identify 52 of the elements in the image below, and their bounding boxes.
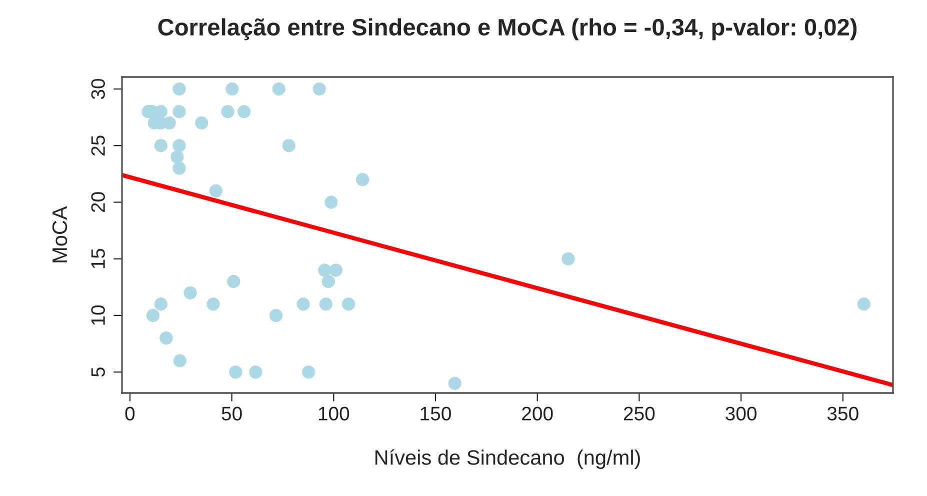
point bbox=[249, 365, 262, 379]
point bbox=[448, 376, 462, 390]
x-tick-label: 0 bbox=[125, 406, 135, 420]
chart-title: Correlação entre Sindecano e MoCA (rho = -0,34, p-valor: 0,02) bbox=[158, 18, 857, 40]
point bbox=[170, 150, 184, 164]
point bbox=[857, 298, 870, 311]
x-tick-label: 50 bbox=[222, 406, 242, 420]
point bbox=[324, 196, 338, 209]
point bbox=[209, 184, 222, 198]
point bbox=[184, 286, 197, 300]
x-tick-label: 200 bbox=[522, 406, 553, 420]
point bbox=[221, 105, 234, 118]
y-axis-title: MoCA bbox=[52, 206, 68, 262]
point bbox=[329, 264, 342, 277]
x-tick-label: 150 bbox=[420, 406, 451, 420]
point bbox=[173, 354, 186, 368]
point bbox=[172, 82, 186, 96]
y-tick-label: 20 bbox=[91, 192, 105, 212]
point bbox=[312, 82, 326, 96]
point bbox=[160, 332, 173, 345]
point bbox=[226, 82, 239, 96]
point bbox=[562, 252, 575, 266]
point bbox=[172, 162, 186, 175]
y-tick-label: 15 bbox=[91, 248, 105, 268]
x-tick-label: 300 bbox=[726, 406, 757, 420]
point bbox=[322, 274, 335, 288]
point bbox=[342, 298, 356, 311]
point bbox=[272, 82, 286, 96]
point bbox=[227, 274, 240, 288]
y-tick-label: 25 bbox=[91, 136, 105, 156]
point bbox=[172, 139, 186, 152]
point bbox=[302, 365, 316, 379]
x-tick-label: 350 bbox=[827, 406, 858, 420]
point bbox=[296, 298, 310, 311]
point bbox=[154, 139, 168, 152]
point bbox=[172, 105, 186, 118]
point bbox=[146, 308, 160, 322]
point bbox=[356, 172, 370, 186]
point bbox=[319, 298, 332, 311]
point bbox=[195, 116, 208, 130]
x-tick-label: 100 bbox=[318, 406, 350, 420]
x-axis-title: Níveis de Sindecano (ng/ml) bbox=[375, 449, 640, 469]
point bbox=[154, 298, 168, 311]
point bbox=[269, 308, 283, 322]
y-tick-label: 10 bbox=[91, 305, 105, 325]
point bbox=[206, 298, 220, 311]
y-tick-label: 30 bbox=[91, 78, 105, 100]
x-tick-label: 250 bbox=[624, 406, 655, 420]
point bbox=[237, 105, 251, 118]
point bbox=[282, 139, 296, 152]
y-tick-label: 5 bbox=[91, 367, 105, 377]
point bbox=[229, 365, 242, 379]
